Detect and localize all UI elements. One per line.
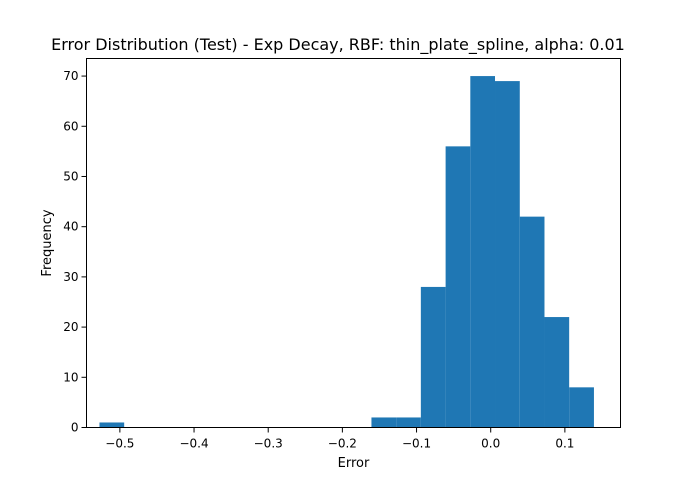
- x-tick-label: −0.2: [328, 437, 357, 451]
- histogram-bar: [569, 387, 594, 428]
- x-tick-label: 0.0: [481, 437, 500, 451]
- x-tick-label: −0.3: [254, 437, 283, 451]
- histogram-bar: [445, 146, 471, 428]
- histogram-bar: [495, 81, 520, 428]
- histogram-bar: [470, 76, 496, 428]
- x-tick-label: −0.4: [179, 437, 208, 451]
- x-axis-ticks: −0.5 −0.4 −0.3 −0.2 −0.1 0.0 0.1: [105, 427, 574, 451]
- y-tick-label: 50: [63, 169, 78, 183]
- chart-title: Error Distribution (Test) - Exp Decay, R…: [51, 35, 625, 55]
- y-tick-label: 70: [63, 69, 78, 83]
- y-axis-ticks: 0 10 20 30 40 50 60 70: [63, 69, 87, 435]
- x-tick-label: 0.1: [555, 437, 574, 451]
- y-tick-label: 0: [71, 421, 79, 435]
- histogram-bar: [420, 286, 446, 428]
- histogram-bar: [99, 422, 125, 428]
- histogram-bar: [544, 317, 570, 428]
- y-axis-label: Frequency: [40, 209, 55, 276]
- histogram-bar: [519, 216, 545, 428]
- x-tick-label: −0.5: [105, 437, 134, 451]
- y-tick-label: 10: [63, 370, 78, 384]
- axes-frame: [86, 58, 621, 428]
- x-axis-label: Error: [338, 456, 370, 471]
- y-tick-label: 30: [63, 270, 78, 284]
- histogram-bars: [99, 76, 594, 428]
- y-tick-label: 40: [63, 220, 78, 234]
- histogram-bar: [396, 417, 421, 428]
- x-tick-label: −0.1: [402, 437, 431, 451]
- y-tick-label: 60: [63, 119, 78, 133]
- y-tick-label: 20: [63, 320, 78, 334]
- histogram-bar: [371, 417, 397, 428]
